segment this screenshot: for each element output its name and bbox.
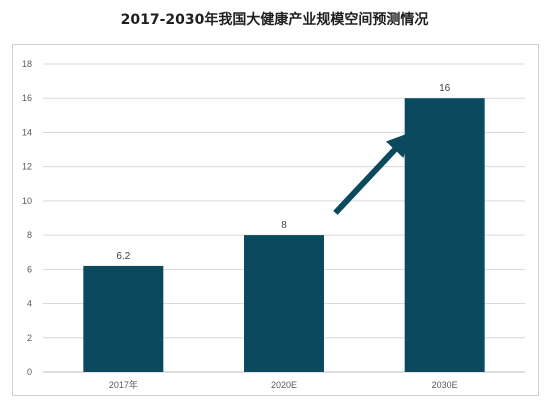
y-tick-label: 16 (22, 93, 32, 103)
y-tick-label: 6 (27, 264, 32, 274)
trend-arrow (333, 132, 412, 215)
y-tick-label: 8 (27, 230, 32, 240)
data-label: 8 (281, 220, 287, 231)
y-tick-label: 10 (22, 196, 32, 206)
chart-title: 2017-2030年我国大健康产业规模空间预测情况 (120, 12, 429, 28)
chart-frame (12, 44, 539, 396)
y-tick-label: 12 (22, 162, 32, 172)
bar-0 (83, 265, 164, 372)
x-tick-label: 2020E (271, 380, 297, 390)
y-tick-label: 4 (27, 299, 32, 309)
x-tick-label: 2030E (432, 380, 458, 390)
data-label: 16 (439, 83, 451, 94)
x-tick-label: 2017年 (109, 379, 138, 390)
bar-1 (244, 235, 324, 372)
y-tick-label: 0 (27, 367, 32, 377)
y-tick-label: 18 (22, 59, 32, 69)
data-label: 6.2 (116, 251, 130, 262)
bar-2 (404, 98, 485, 372)
y-tick-label: 14 (22, 127, 32, 137)
y-tick-label: 2 (27, 333, 32, 343)
